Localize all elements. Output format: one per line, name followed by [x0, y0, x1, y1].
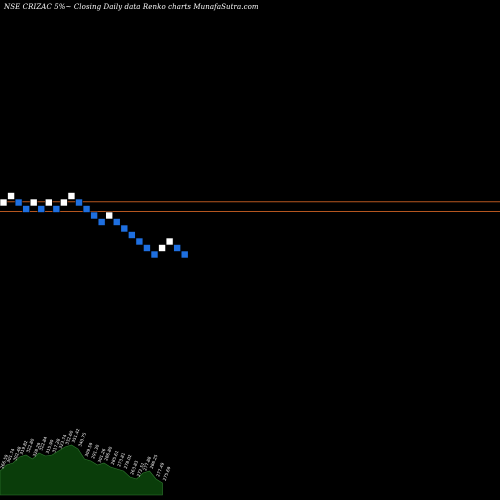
volume-label-0: 266.59 — [0, 454, 9, 470]
volume-label-21: 272.51 — [136, 462, 146, 478]
down-brick-13 — [97, 218, 106, 226]
volume-label-6: 322.84 — [38, 436, 48, 452]
volume-label-19: 278.02 — [123, 454, 133, 470]
volume-label-10: 332.60 — [64, 430, 74, 446]
up-brick-14 — [105, 211, 113, 220]
up-brick-1 — [7, 192, 15, 200]
volume-label-25: 275.69 — [162, 466, 172, 482]
down-brick-3 — [22, 205, 30, 213]
up-brick-6 — [44, 198, 53, 207]
volume-label-20: 263.83 — [129, 460, 139, 476]
volume-label-2: 302.48 — [12, 446, 22, 462]
volume-label-12: 340.75 — [77, 432, 87, 448]
volume-label-14: 291.30 — [90, 444, 100, 460]
down-brick-24 — [180, 250, 189, 259]
volume-label-7: 315.90 — [45, 439, 55, 455]
volume-label-17: 285.61 — [110, 450, 120, 466]
down-brick-7 — [52, 205, 61, 213]
volume-label-4: 322.80 — [25, 438, 35, 454]
volume-label-3: 319.82 — [19, 440, 29, 456]
volume-label-1: 301.74 — [6, 448, 16, 464]
volume-label-9: 323.74 — [58, 434, 68, 450]
volume-label-22: 277.88 — [142, 456, 152, 472]
down-brick-23 — [173, 244, 181, 252]
down-brick-16 — [120, 224, 129, 233]
down-brick-18 — [135, 237, 144, 246]
volume-area — [0, 444, 163, 496]
chart-title: NSE CRIZAC 5%~ Closing Daily data Renko … — [4, 3, 259, 11]
volume-label-18: 273.81 — [116, 452, 126, 468]
up-brick-0 — [0, 198, 8, 207]
volume-label-11: 351.42 — [71, 428, 81, 444]
down-brick-15 — [112, 218, 121, 226]
down-brick-20 — [150, 250, 159, 259]
up-brick-22 — [165, 237, 174, 246]
up-brick-8 — [60, 198, 68, 207]
down-brick-2 — [14, 198, 23, 207]
volume-label-8: 317.28 — [51, 438, 61, 454]
down-brick-12 — [90, 211, 98, 220]
volume-label-13: 309.59 — [84, 442, 94, 458]
volume-label-15: 301.26 — [97, 448, 107, 464]
up-brick-4 — [29, 198, 38, 207]
up-brick-21 — [158, 244, 166, 252]
volume-label-24: 277.49 — [155, 462, 165, 478]
down-brick-10 — [75, 198, 83, 207]
volume-label-23: 286.25 — [149, 454, 159, 470]
down-brick-17 — [128, 231, 136, 239]
down-brick-5 — [37, 205, 46, 213]
down-brick-19 — [143, 244, 151, 252]
up-brick-9 — [67, 192, 76, 200]
volume-label-5: 328.29 — [32, 442, 42, 458]
down-brick-11 — [82, 205, 91, 213]
volume-label-16: 286.80 — [103, 446, 113, 462]
